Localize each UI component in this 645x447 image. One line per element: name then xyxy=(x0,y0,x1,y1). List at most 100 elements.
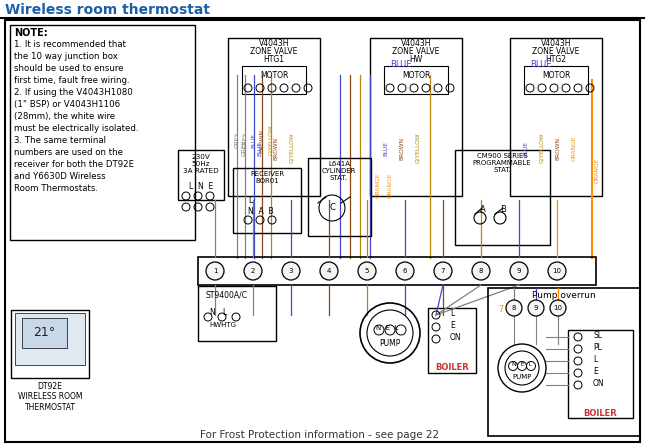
Text: GREY: GREY xyxy=(241,140,246,156)
Text: For Frost Protection information - see page 22: For Frost Protection information - see p… xyxy=(201,430,439,440)
Text: HTG2: HTG2 xyxy=(546,55,566,64)
Bar xyxy=(510,38,602,196)
Text: SL: SL xyxy=(593,330,602,340)
Text: 21°: 21° xyxy=(33,326,55,340)
Text: BLUE: BLUE xyxy=(390,60,412,69)
Text: must be electrically isolated.: must be electrically isolated. xyxy=(14,124,139,133)
Text: 6: 6 xyxy=(402,268,407,274)
Text: V4043H: V4043H xyxy=(401,39,432,48)
Bar xyxy=(228,38,320,196)
Circle shape xyxy=(548,262,566,280)
Text: ST9400A/C: ST9400A/C xyxy=(205,290,247,299)
Circle shape xyxy=(506,300,522,316)
Text: MOTOR: MOTOR xyxy=(542,71,570,80)
Circle shape xyxy=(396,262,414,280)
Bar xyxy=(198,286,276,341)
Text: BOILER: BOILER xyxy=(583,409,617,417)
Text: A: A xyxy=(480,205,486,214)
Text: N  A  B: N A B xyxy=(248,207,273,216)
Text: 7: 7 xyxy=(441,268,445,274)
Bar xyxy=(308,158,371,236)
Circle shape xyxy=(472,262,490,280)
Text: N  E  L: N E L xyxy=(512,362,532,367)
Text: should be used to ensure: should be used to ensure xyxy=(14,64,123,73)
Text: 3: 3 xyxy=(289,268,293,274)
Text: 1. It is recommended that: 1. It is recommended that xyxy=(14,40,126,49)
Bar xyxy=(198,257,596,285)
Text: N  E  L: N E L xyxy=(376,325,399,331)
Bar xyxy=(15,313,85,365)
Text: 2. If using the V4043H1080: 2. If using the V4043H1080 xyxy=(14,88,133,97)
Text: N: N xyxy=(209,308,215,317)
Text: BROWN: BROWN xyxy=(259,128,264,152)
Text: B: B xyxy=(500,205,506,214)
Text: 230V
50Hz
3A RATED: 230V 50Hz 3A RATED xyxy=(183,154,219,174)
Text: ZONE VALVE: ZONE VALVE xyxy=(250,47,298,56)
Bar xyxy=(233,168,301,233)
Text: 5: 5 xyxy=(365,268,369,274)
Circle shape xyxy=(510,262,528,280)
Bar xyxy=(384,66,448,94)
Text: 4: 4 xyxy=(327,268,331,274)
Text: ON: ON xyxy=(450,333,462,342)
Text: DT92E
WIRELESS ROOM
THERMOSTAT: DT92E WIRELESS ROOM THERMOSTAT xyxy=(18,382,83,412)
Text: 10: 10 xyxy=(553,268,562,274)
Text: Wireless room thermostat: Wireless room thermostat xyxy=(5,3,210,17)
Text: first time, fault free wiring.: first time, fault free wiring. xyxy=(14,76,130,85)
Bar xyxy=(178,150,224,200)
Text: GREY: GREY xyxy=(235,132,239,148)
Text: MOTOR: MOTOR xyxy=(260,71,288,80)
Bar xyxy=(370,38,462,196)
Text: L: L xyxy=(248,196,252,205)
Text: 3. The same terminal: 3. The same terminal xyxy=(14,136,106,145)
Text: numbers are used on the: numbers are used on the xyxy=(14,148,123,157)
Bar xyxy=(242,66,306,94)
Text: BLUE: BLUE xyxy=(252,132,257,148)
Text: ORANGE: ORANGE xyxy=(571,135,577,160)
Text: V4043H: V4043H xyxy=(259,39,289,48)
Text: G/YELLOW: G/YELLOW xyxy=(415,133,421,163)
Text: G/YELLOW: G/YELLOW xyxy=(268,125,273,155)
Text: L  N  E: L N E xyxy=(189,182,213,191)
Circle shape xyxy=(528,300,544,316)
Text: ORANGE: ORANGE xyxy=(388,172,393,198)
Bar xyxy=(455,150,550,245)
Text: HWHTG: HWHTG xyxy=(209,322,236,328)
Text: Pump overrun: Pump overrun xyxy=(532,291,596,300)
Text: NOTE:: NOTE: xyxy=(14,28,48,38)
Bar xyxy=(428,308,476,373)
Text: BOILER: BOILER xyxy=(435,363,469,372)
Text: 9: 9 xyxy=(534,305,538,311)
Text: BLUE: BLUE xyxy=(257,140,263,156)
Text: 1: 1 xyxy=(213,268,217,274)
Circle shape xyxy=(320,262,338,280)
Text: V4043H: V4043H xyxy=(541,39,571,48)
Circle shape xyxy=(550,300,566,316)
Text: MOTOR: MOTOR xyxy=(402,71,430,80)
Text: ORANGE: ORANGE xyxy=(595,157,600,183)
Text: (1" BSP) or V4043H1106: (1" BSP) or V4043H1106 xyxy=(14,100,120,109)
Text: ZONE VALVE: ZONE VALVE xyxy=(532,47,580,56)
Text: 10: 10 xyxy=(553,305,562,311)
Text: BLUE: BLUE xyxy=(524,140,528,156)
Text: ON: ON xyxy=(593,379,604,388)
Text: BROWN: BROWN xyxy=(555,136,561,160)
Text: receiver for both the DT92E: receiver for both the DT92E xyxy=(14,160,134,169)
Text: BLUE: BLUE xyxy=(530,60,551,69)
Text: BROWN: BROWN xyxy=(399,136,404,160)
Circle shape xyxy=(206,262,224,280)
Text: HTG1: HTG1 xyxy=(264,55,284,64)
Text: RECEIVER
BOR01: RECEIVER BOR01 xyxy=(250,171,284,184)
Text: G/YELLOW: G/YELLOW xyxy=(539,133,544,163)
Bar xyxy=(10,25,195,240)
Text: C: C xyxy=(329,203,335,212)
Circle shape xyxy=(244,262,262,280)
Bar xyxy=(22,318,67,348)
Text: ZONE VALVE: ZONE VALVE xyxy=(392,47,440,56)
Text: Room Thermostats.: Room Thermostats. xyxy=(14,184,98,193)
Text: BLUE: BLUE xyxy=(384,140,388,156)
Circle shape xyxy=(282,262,300,280)
Text: and Y6630D Wireless: and Y6630D Wireless xyxy=(14,172,106,181)
Text: GREY: GREY xyxy=(243,132,248,148)
Bar xyxy=(11,310,89,378)
